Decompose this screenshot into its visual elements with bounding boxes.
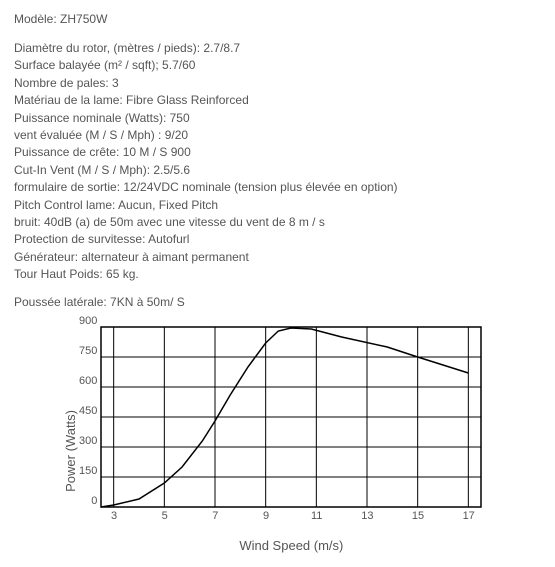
spec-line: bruit: 40dB (a) de 50m avec une vitesse …: [14, 214, 543, 231]
power-curve-chart: Power (Watts) 9007506004503001500 357911…: [64, 327, 543, 553]
model-line: Modèle: ZH750W: [14, 12, 543, 26]
spec-line: vent évaluée (M / S / Mph) : 9/20: [14, 127, 543, 144]
x-axis-label: Wind Speed (m/s): [101, 538, 481, 553]
spec-line: Puissance nominale (Watts): 750: [14, 110, 543, 127]
spec-list: Diamètre du rotor, (mètres / pieds): 2.7…: [14, 40, 543, 283]
spec-line: Générateur: alternateur à aimant permane…: [14, 249, 543, 266]
y-axis-label: Power (Watts): [64, 390, 77, 492]
spec-line: Cut-In Vent (M / S / Mph): 2.5/5.6: [14, 162, 543, 179]
spec-line: Nombre de pales: 3: [14, 75, 543, 92]
model-value: ZH750W: [60, 12, 107, 26]
side-thrust: Poussée latérale: 7KN à 50m/ S: [14, 295, 543, 309]
plot-area: [101, 327, 481, 507]
spec-line: Pitch Control lame: Aucun, Fixed Pitch: [14, 197, 543, 214]
spec-line: Matériau de la lame: Fibre Glass Reinfor…: [14, 92, 543, 109]
spec-line: Puissance de crête: 10 M / S 900: [14, 144, 543, 161]
spec-line: Tour Haut Poids: 65 kg.: [14, 266, 543, 283]
chart-svg: [101, 327, 481, 507]
spec-line: Diamètre du rotor, (mètres / pieds): 2.7…: [14, 40, 543, 57]
x-axis-ticks: 357911131517: [101, 510, 481, 524]
model-label: Modèle:: [14, 12, 57, 26]
spec-line: Surface balayée (m² / sqft); 5.7/60: [14, 57, 543, 74]
y-axis-ticks: 9007506004503001500: [79, 327, 97, 507]
spec-line: Protection de survitesse: Autofurl: [14, 231, 543, 248]
spec-line: formulaire de sortie: 12/24VDC nominale …: [14, 179, 543, 196]
